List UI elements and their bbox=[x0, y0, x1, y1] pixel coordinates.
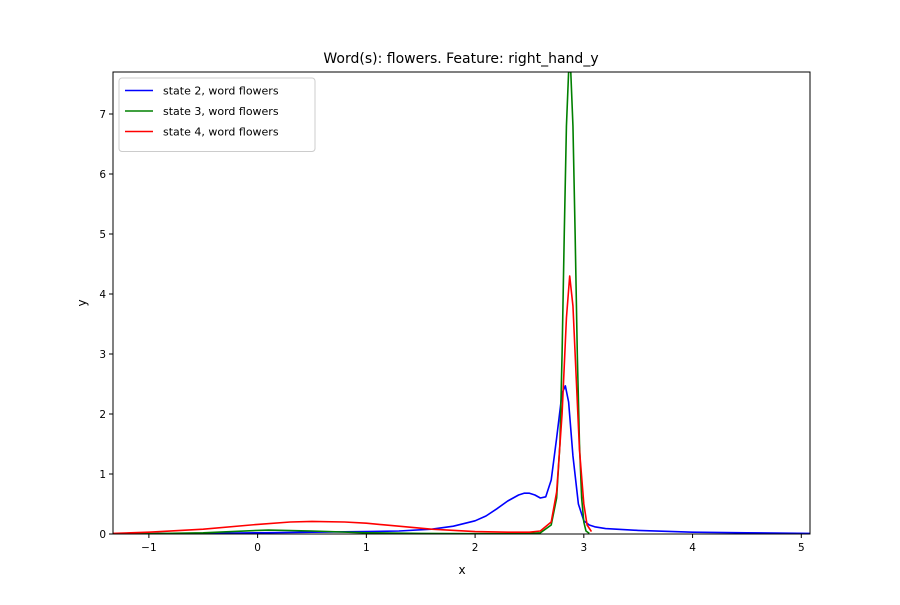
x-axis-label: x bbox=[458, 563, 465, 577]
y-tick-label: 7 bbox=[99, 109, 106, 121]
x-tick-label: −1 bbox=[141, 542, 156, 554]
x-tick-label: 5 bbox=[798, 542, 805, 554]
legend-label-2: state 3, word flowers bbox=[163, 105, 279, 118]
y-tick-label: 0 bbox=[99, 529, 106, 541]
x-axis: −1 0 1 2 3 4 5 bbox=[141, 534, 805, 554]
series-line-1 bbox=[113, 384, 810, 534]
y-tick-label: 3 bbox=[99, 349, 106, 361]
legend-box bbox=[118, 77, 316, 152]
y-axis-label: y bbox=[75, 299, 89, 306]
x-tick-label: 3 bbox=[580, 542, 587, 554]
y-tick-label: 4 bbox=[99, 289, 106, 301]
chart-title: Word(s): flowers. Feature: right_hand_y bbox=[323, 51, 598, 67]
y-axis: 0 1 2 3 4 5 6 7 bbox=[99, 109, 113, 541]
y-tick-label: 5 bbox=[99, 229, 106, 241]
plot-area bbox=[113, 72, 810, 534]
series-line-3 bbox=[113, 275, 593, 534]
x-tick-label: 1 bbox=[363, 542, 370, 554]
x-tick-label: 0 bbox=[254, 542, 261, 554]
y-tick-label: 2 bbox=[99, 409, 106, 421]
legend-label-3: state 4, word flowers bbox=[163, 126, 279, 139]
y-tick-label: 6 bbox=[99, 169, 106, 181]
legend: state 2, word flowers state 3, word flowe… bbox=[118, 77, 316, 152]
legend-label-1: state 2, word flowers bbox=[163, 85, 279, 98]
x-tick-label: 4 bbox=[689, 542, 696, 554]
x-tick-label: 2 bbox=[472, 542, 479, 554]
plot-frame bbox=[112, 71, 811, 535]
y-tick-label: 1 bbox=[99, 469, 106, 481]
